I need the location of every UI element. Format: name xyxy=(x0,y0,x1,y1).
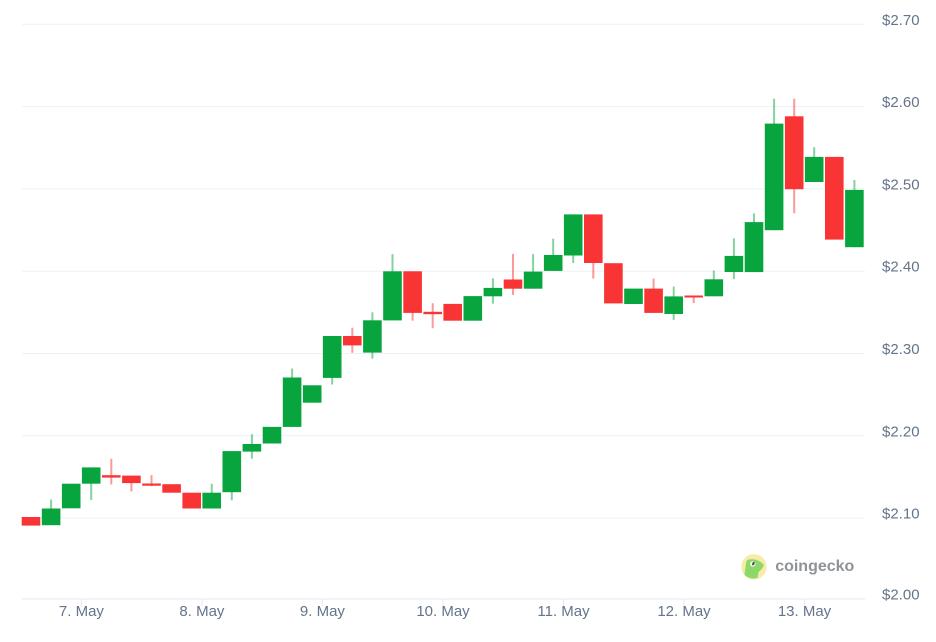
svg-text:12. May: 12. May xyxy=(657,603,711,620)
svg-text:7. May: 7. May xyxy=(59,603,105,620)
svg-text:11. May: 11. May xyxy=(537,603,590,620)
svg-text:9. May: 9. May xyxy=(300,603,346,620)
svg-text:$2.10: $2.10 xyxy=(882,506,920,523)
svg-text:13. May: 13. May xyxy=(778,603,832,620)
svg-text:$2.30: $2.30 xyxy=(882,341,920,358)
svg-text:$2.40: $2.40 xyxy=(882,259,920,276)
svg-text:8. May: 8. May xyxy=(179,603,225,620)
svg-text:coingecko: coingecko xyxy=(775,558,854,575)
svg-text:$2.60: $2.60 xyxy=(882,94,920,111)
svg-text:$2.50: $2.50 xyxy=(882,176,920,193)
svg-text:$2.00: $2.00 xyxy=(882,587,920,604)
svg-text:$2.70: $2.70 xyxy=(882,12,920,29)
svg-text:$2.20: $2.20 xyxy=(882,423,920,440)
svg-text:10. May: 10. May xyxy=(416,603,470,620)
